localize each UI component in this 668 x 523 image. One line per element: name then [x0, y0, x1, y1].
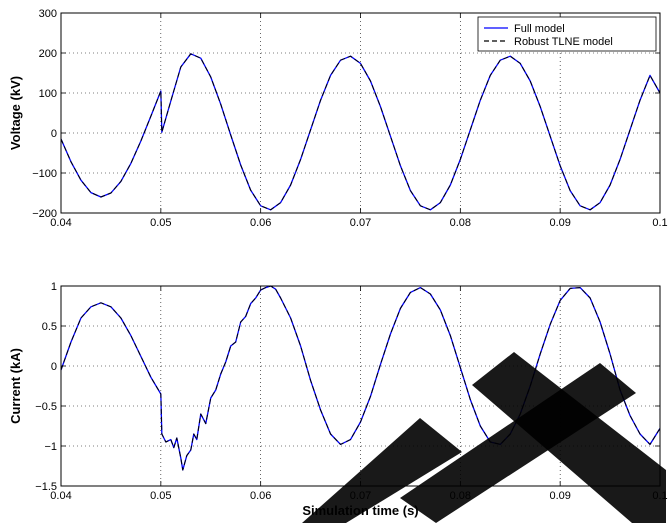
x-tick-label: 0.06: [250, 217, 271, 229]
y-axis-label: Voltage (kV): [8, 76, 23, 150]
y-tick-label: −0.5: [35, 401, 57, 413]
y-tick-label: 0: [51, 128, 57, 140]
x-tick-label: 0.09: [549, 217, 570, 229]
legend-label: Robust TLNE model: [514, 36, 613, 48]
x-tick-label: 0.04: [50, 490, 71, 502]
y-tick-label: 0: [51, 361, 57, 373]
watermark-stroke: [472, 352, 666, 523]
watermark-shape: [302, 352, 666, 523]
x-tick-label: 0.04: [50, 217, 71, 229]
watermark-stroke: [302, 418, 462, 523]
series-line-2: [60, 53, 661, 211]
x-tick-label: 0.05: [150, 490, 171, 502]
x-tick-label: 0.08: [450, 217, 471, 229]
y-axis-label: Current (kA): [8, 348, 23, 424]
charts: 0.04 0.05 0.06 0.07 0.08 0.09 0.1 −200 −100 0 100 2…: [8, 8, 668, 518]
x-tick-label: 0.07: [350, 217, 371, 229]
y-tick-label: 300: [39, 8, 57, 20]
y-tick-label: −100: [32, 168, 57, 180]
chart-1: 0.04 0.05 0.06 0.07 0.08 0.09 0.1 −200 −100 0 100 2…: [8, 8, 668, 229]
y-tick-label: −200: [32, 208, 57, 220]
y-tick-label: −1: [44, 441, 57, 453]
x-tick-label: 0.06: [250, 490, 271, 502]
legend-box: [477, 16, 657, 52]
y-tick-label: 0.5: [42, 321, 57, 333]
legend-label: Full model: [514, 23, 565, 35]
y-tick-label: 100: [39, 88, 57, 100]
y-tick-label: −1.5: [35, 481, 57, 493]
y-tick-label: 1: [51, 281, 57, 293]
x-tick-label: 0.1: [652, 217, 667, 229]
x-tick-label: 0.05: [150, 217, 171, 229]
y-tick-label: 200: [39, 48, 57, 60]
x-tick-label: 0.09: [549, 490, 570, 502]
